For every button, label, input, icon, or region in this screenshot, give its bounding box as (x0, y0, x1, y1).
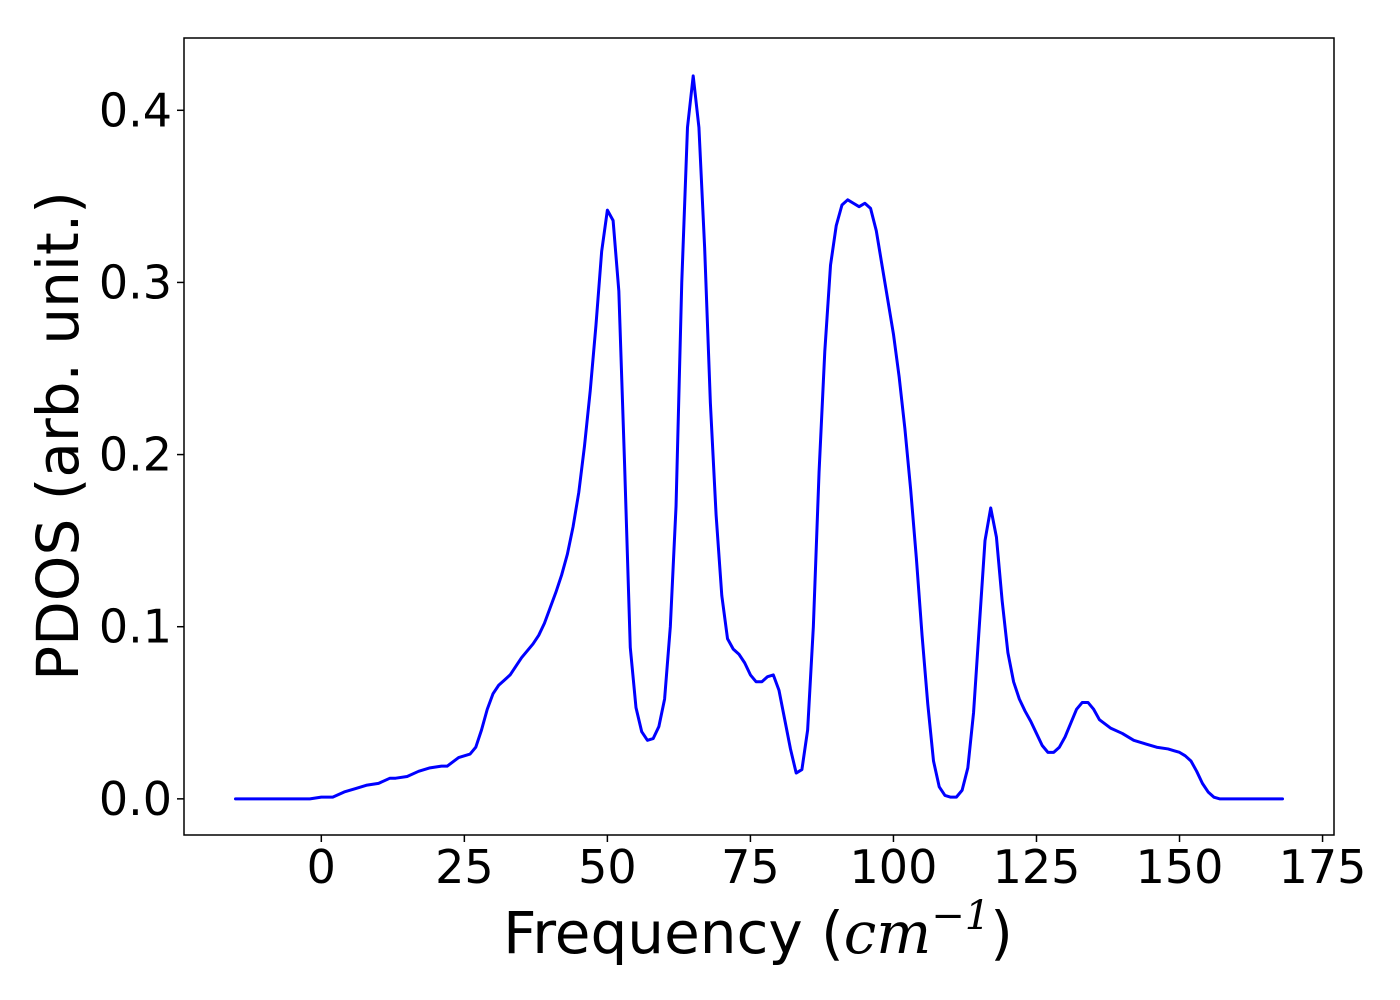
y-tick-label: 0.4 (99, 83, 172, 137)
y-axis-ticks: 0.0 0.1 0.2 0.3 0.4 (99, 83, 184, 826)
x-tick-label: 0 (307, 840, 336, 894)
x-axis-ticks: 0 25 50 75 100 125 150 175 (307, 835, 1367, 894)
x-axis-label: Frequency (cm−1) (503, 893, 1013, 967)
pdos-series-line (233, 74, 1285, 801)
y-tick-label: 0.0 (99, 772, 172, 826)
x-tick-label: 25 (435, 840, 494, 894)
x-tick-label: 75 (721, 840, 780, 894)
x-tick-label: 175 (1279, 840, 1367, 894)
x-tick-label: 150 (1136, 840, 1224, 894)
y-tick-label: 0.1 (99, 600, 172, 654)
y-tick-label: 0.2 (99, 428, 172, 482)
y-tick-label: 0.3 (99, 255, 172, 309)
x-tick-label: 125 (993, 840, 1081, 894)
plot-area-frame (183, 37, 1335, 836)
y-axis-label: PDOS (arb. unit.) (24, 191, 92, 681)
x-tick-label: 100 (850, 840, 938, 894)
x-tick-label: 50 (578, 840, 637, 894)
